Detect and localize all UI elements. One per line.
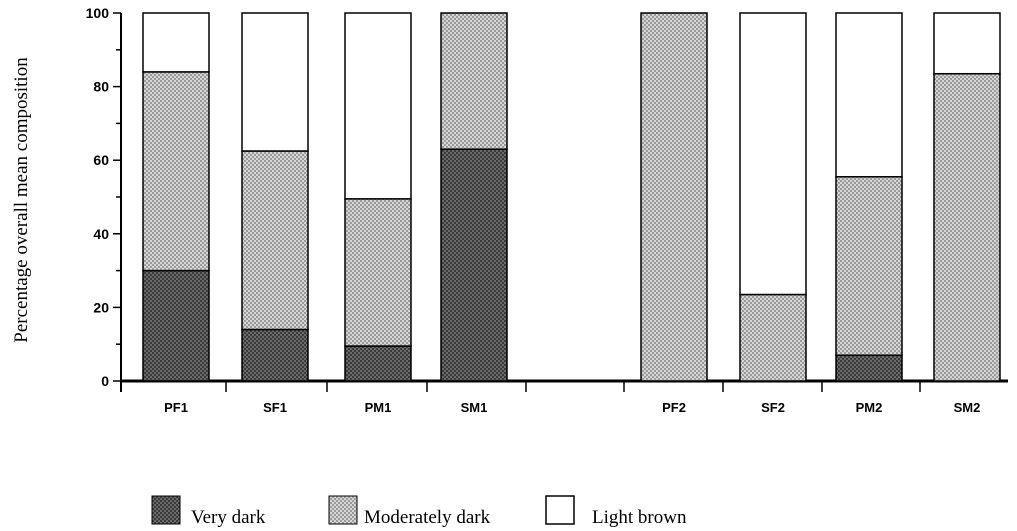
bar-segment-very-dark [835,354,903,382]
bar-segment-very-dark [142,269,210,382]
legend-label-light-brown: Light brown [592,507,687,528]
legend-swatch-very-dark [151,495,181,525]
legend: Very dark Moderately dark Light brown [151,495,687,528]
bar-segment-light-brown [241,12,309,152]
x-tick-label: PF2 [662,400,686,415]
bar-segment-moderately-dark [142,71,210,272]
bar-segment-very-dark [344,345,412,382]
x-tick-label: SM1 [461,400,488,415]
y-tick-label: 40 [93,226,109,242]
x-tick-label: SF1 [263,400,287,415]
y-tick-label: 100 [86,5,110,21]
x-tick-label: PM1 [365,400,392,415]
labels: 0 20 40 60 80 100 PF1 SF1 PM1 SM1 PF2 SF2 PM2 SM2 [86,5,981,415]
y-tick-label: 60 [93,152,109,168]
y-axis-label: Percentage overall mean composition [11,57,32,343]
bar-segment-moderately-dark [640,12,708,382]
y-tick-label: 0 [101,373,109,389]
bar-segment-moderately-dark [739,293,807,382]
bar-segment-light-brown [835,12,903,178]
x-tick-label: SM2 [954,400,981,415]
bar-segment-moderately-dark [440,12,508,150]
x-tick-label: PF1 [164,400,188,415]
y-tick-label: 20 [93,299,109,315]
bars [142,12,1001,382]
bar-segment-light-brown [933,12,1001,75]
y-tick-label: 80 [93,79,109,95]
bar-segment-very-dark [440,148,508,382]
bar-segment-light-brown [142,12,210,73]
legend-label-very-dark: Very dark [191,507,266,528]
bar-segment-moderately-dark [835,176,903,356]
legend-swatch-moderately-dark [328,495,358,525]
bar-segment-moderately-dark [933,72,1001,382]
bar-segment-light-brown [739,12,807,296]
legend-label-moderately-dark: Moderately dark [364,507,491,528]
x-tick-label: PM2 [856,400,883,415]
bar-segment-very-dark [241,328,309,382]
bar-segment-light-brown [344,12,412,200]
bar-segment-moderately-dark [344,198,412,347]
x-tick-label: SF2 [761,400,785,415]
bar-segment-moderately-dark [241,150,309,331]
legend-swatch-light-brown [545,495,575,525]
